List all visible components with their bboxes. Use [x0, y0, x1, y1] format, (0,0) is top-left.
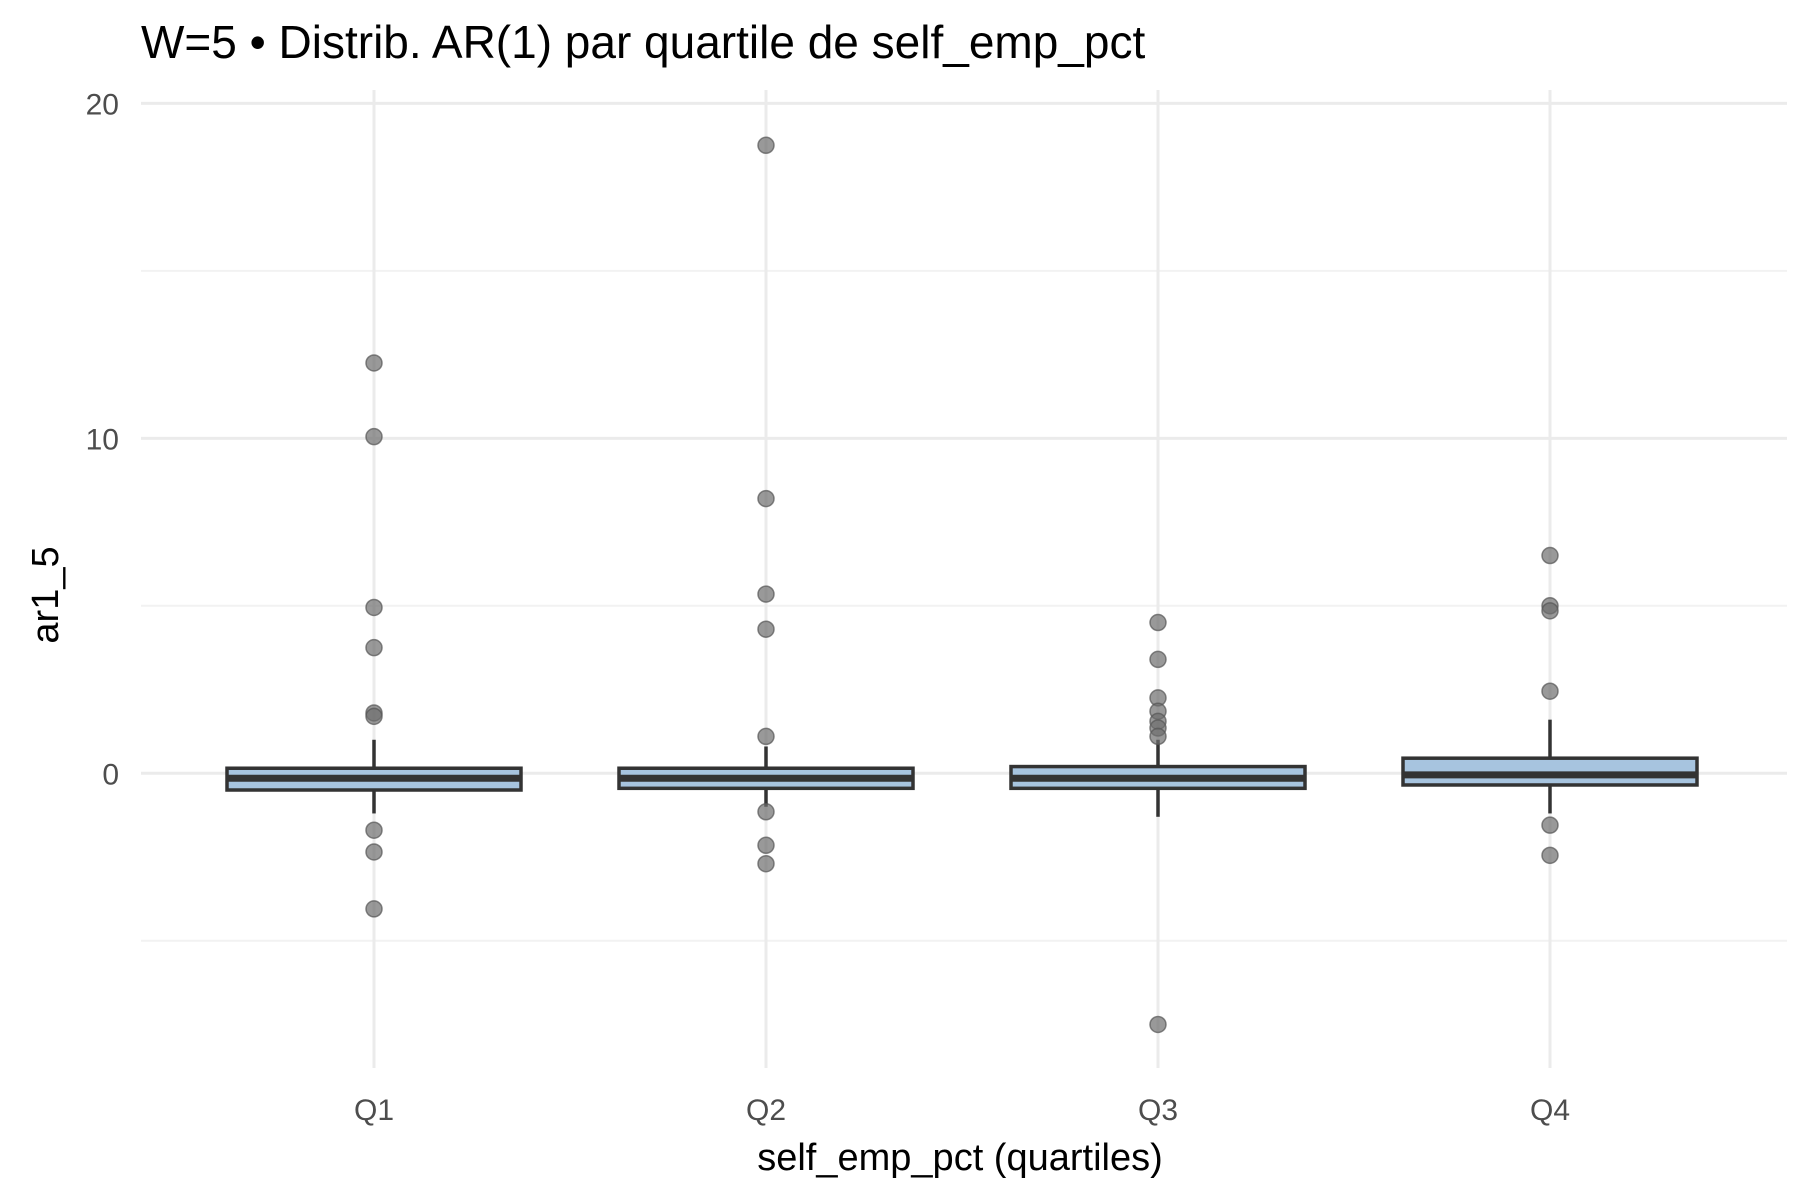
outlier-point: [757, 489, 775, 508]
y-axis-ticks: 0 10 20: [86, 88, 119, 791]
outlier-point: [365, 843, 383, 861]
outlier-point: [365, 598, 383, 617]
x-tick-label: Q3: [1138, 1094, 1178, 1127]
outlier-point: [1541, 846, 1559, 865]
outlier-point: [757, 836, 775, 855]
outlier-point: [1541, 602, 1559, 620]
chart-title: W=5 • Distrib. AR(1) par quartile de sel…: [141, 16, 1145, 68]
outlier-point: [1541, 546, 1559, 565]
y-tick-label: 10: [86, 423, 119, 456]
outlier-point: [1149, 1015, 1167, 1034]
outlier-point: [757, 854, 775, 873]
outlier-point: [1541, 816, 1559, 834]
outlier-point: [365, 427, 383, 446]
outlier-point: [365, 900, 383, 918]
outlier-point: [365, 638, 383, 657]
outlier-point: [1149, 650, 1167, 669]
outlier-point: [757, 727, 775, 746]
outlier-point: [757, 803, 775, 821]
outlier-point: [1541, 682, 1559, 700]
outlier-point: [365, 707, 383, 726]
x-tick-label: Q1: [354, 1094, 394, 1127]
box-q3: [1009, 613, 1307, 1034]
x-tick-label: Q4: [1530, 1094, 1570, 1127]
box-q4: [1401, 546, 1699, 865]
x-axis-title: self_emp_pct (quartiles): [757, 1137, 1163, 1179]
outlier-point: [365, 821, 383, 839]
outlier-point: [1149, 727, 1167, 746]
outlier-point: [757, 585, 775, 603]
y-axis-title: ar1_5: [25, 546, 67, 643]
boxes: [225, 136, 1699, 1034]
y-tick-label: 20: [86, 88, 119, 121]
x-axis-ticks: Q1 Q2 Q3 Q4: [354, 1094, 1570, 1127]
box-q2: [617, 136, 915, 873]
box-q1: [225, 354, 523, 918]
outlier-point: [365, 354, 383, 372]
x-tick-label: Q2: [746, 1094, 786, 1127]
outlier-point: [757, 136, 775, 155]
outlier-point: [1149, 613, 1167, 632]
outlier-point: [757, 620, 775, 638]
grid: [141, 90, 1787, 1068]
y-tick-label: 0: [102, 758, 119, 791]
